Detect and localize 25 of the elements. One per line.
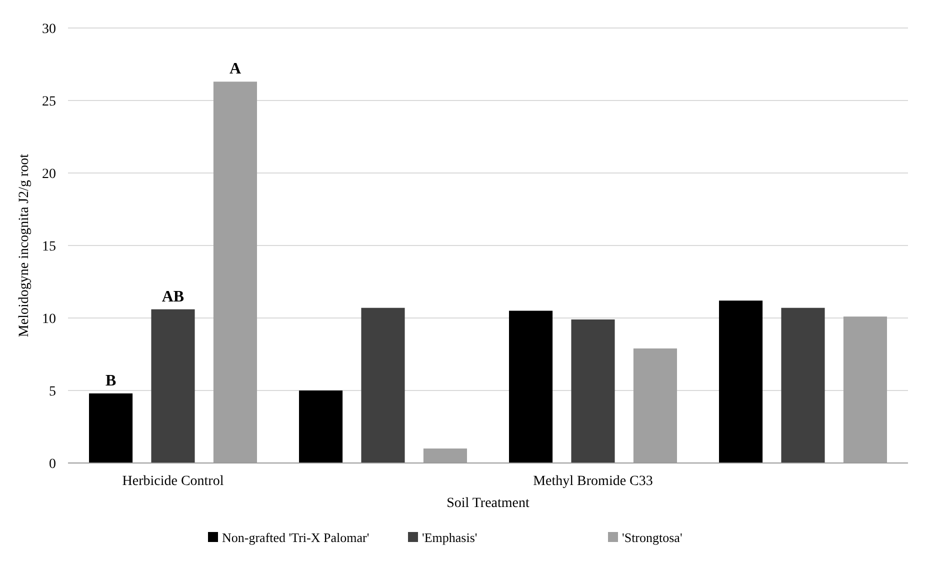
y-tick-label: 5 [49,384,56,400]
annotation: AB [162,288,184,306]
y-tick-label: 15 [42,239,56,254]
legend-label: Non-grafted 'Tri-X Palomar' [222,530,370,545]
bar [89,393,133,463]
legend-label: 'Emphasis' [422,530,478,545]
annotation: A [229,60,242,78]
y-axis-title: Meloidogyne incognita J2/g root [17,154,32,338]
bar [151,309,195,463]
bar [509,310,553,463]
y-tick-label: 30 [42,22,56,37]
x-axis-title: Soil Treatment [446,496,530,511]
bar [361,308,405,463]
x-tick-label: Methyl Bromide C33 [533,474,653,489]
x-tick-label: Herbicide Control [122,474,224,489]
legend-label: 'Strongtosa' [622,530,682,545]
bar [781,308,825,463]
y-tick-label: 10 [42,312,56,327]
y-tick-label: 0 [49,456,56,472]
bar [571,319,615,463]
y-tick-label: 25 [42,94,56,110]
bar [299,390,343,463]
y-tick-label: 20 [42,166,56,182]
bar [719,300,763,463]
annotation: B [105,372,116,390]
